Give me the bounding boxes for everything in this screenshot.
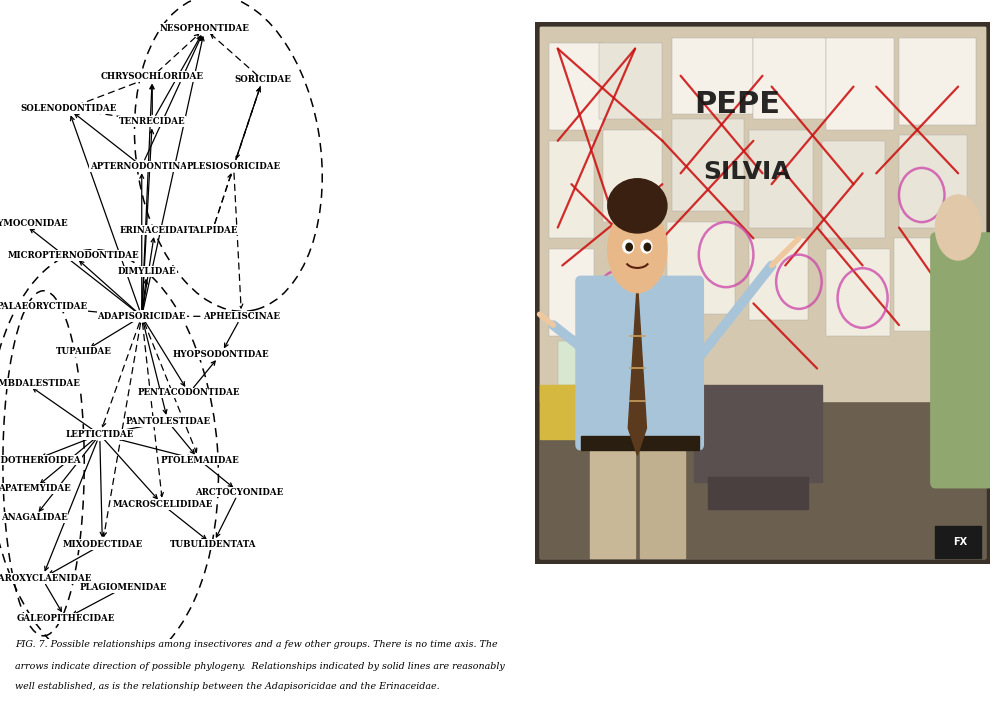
Bar [749,238,808,320]
Text: SILVIA: SILVIA [703,160,791,184]
Bar [667,222,735,314]
Bar [708,477,808,510]
Text: ENDOTHERIOIDEA: ENDOTHERIOIDEA [0,456,81,465]
Text: ADAPISORICIDAE: ADAPISORICIDAE [98,312,186,321]
Text: DIMYLIDAE: DIMYLIDAE [118,267,176,276]
Circle shape [644,243,651,251]
Text: GALEOPITHECIDAE: GALEOPITHECIDAE [16,614,115,623]
Text: ANAGALIDAE: ANAGALIDAE [1,513,68,522]
Bar [549,249,594,336]
Bar [640,428,685,558]
Text: CHRYSOCHLORIDAE: CHRYSOCHLORIDAE [101,73,204,81]
Bar [549,141,594,238]
Bar [899,136,967,228]
Text: TALPIDAE: TALPIDAE [187,225,238,235]
Text: APTERNODONTINAE: APTERNODONTINAE [90,162,194,171]
Text: ARCTOCYONIDAE: ARCTOCYONIDAE [195,488,283,497]
Text: FIG. 7. Possible relationships among insectivores and a few other groups. There : FIG. 7. Possible relationships among ins… [15,640,498,650]
Bar [935,330,981,385]
Bar [540,396,985,558]
Text: APHELISCINAE: APHELISCINAE [203,312,280,321]
Text: well established, as is the relationship between the Adapisoricidae and the Erin: well established, as is the relationship… [15,682,440,691]
Text: NESOPHONTIDAE: NESOPHONTIDAE [160,24,250,33]
Text: PLAGIOMENIDAE: PLAGIOMENIDAE [80,584,167,592]
Bar [753,38,826,119]
Text: DIDYMOCONIDAE: DIDYMOCONIDAE [0,219,68,228]
Text: PTOLEMAIIDAE: PTOLEMAIIDAE [160,456,239,465]
Text: HYOPSODONTIDAE: HYOPSODONTIDAE [172,350,269,359]
Text: PAROXYCLAENIDAE: PAROXYCLAENIDAE [0,574,92,583]
Bar [590,428,635,558]
Text: ZALAMBDALESTIDAE: ZALAMBDALESTIDAE [0,379,80,388]
Text: MIXODECTIDAE: MIXODECTIDAE [62,540,143,549]
Text: SOLENODONTIDAE: SOLENODONTIDAE [20,104,116,113]
Bar [540,385,594,439]
Ellipse shape [608,206,667,293]
Text: PLESIOSORICIDAE: PLESIOSORICIDAE [187,162,281,171]
Bar [558,341,612,385]
Bar [603,130,662,222]
Bar [749,130,813,228]
Text: PEPE: PEPE [694,90,780,119]
FancyBboxPatch shape [931,233,995,488]
Text: TENRECIDAE: TENRECIDAE [119,117,186,126]
Bar [549,43,603,130]
Bar [935,526,981,558]
Text: TUPAIIDAE: TUPAIIDAE [56,347,112,356]
Text: LEPTICTIDAE: LEPTICTIDAE [66,430,134,439]
Ellipse shape [608,179,667,233]
Text: SORICIDAE: SORICIDAE [234,75,291,85]
Polygon shape [628,281,646,455]
Bar [672,38,753,113]
Bar [826,249,890,336]
Ellipse shape [935,195,981,260]
Bar [822,141,885,238]
Text: APATEMYIDAE: APATEMYIDAE [0,485,70,493]
Bar [894,238,976,330]
Circle shape [623,240,634,253]
Text: PALAEORYCTIDAE: PALAEORYCTIDAE [0,302,88,311]
Circle shape [626,243,632,251]
Bar [826,38,894,130]
Text: arrows indicate direction of possible phylogeny.  Relationships indicated by sol: arrows indicate direction of possible ph… [15,662,505,671]
Text: FX: FX [953,537,967,547]
Circle shape [641,240,652,253]
Text: MACROSCELIDIDAE: MACROSCELIDIDAE [113,500,213,509]
Text: PENTACODONTIDAE: PENTACODONTIDAE [138,388,240,398]
Bar [694,385,822,482]
Bar [899,38,976,124]
FancyBboxPatch shape [576,276,703,449]
Bar [599,43,662,119]
Text: ERINACEIDAE: ERINACEIDAE [119,225,190,235]
Bar [580,437,699,449]
Text: TUBULIDENTATA: TUBULIDENTATA [169,540,256,549]
Bar [672,119,744,211]
Bar [540,27,985,401]
Text: MICROPTERNODONTIDAE: MICROPTERNODONTIDAE [8,251,139,260]
Text: PANTOLESTIDAE: PANTOLESTIDAE [125,417,211,426]
